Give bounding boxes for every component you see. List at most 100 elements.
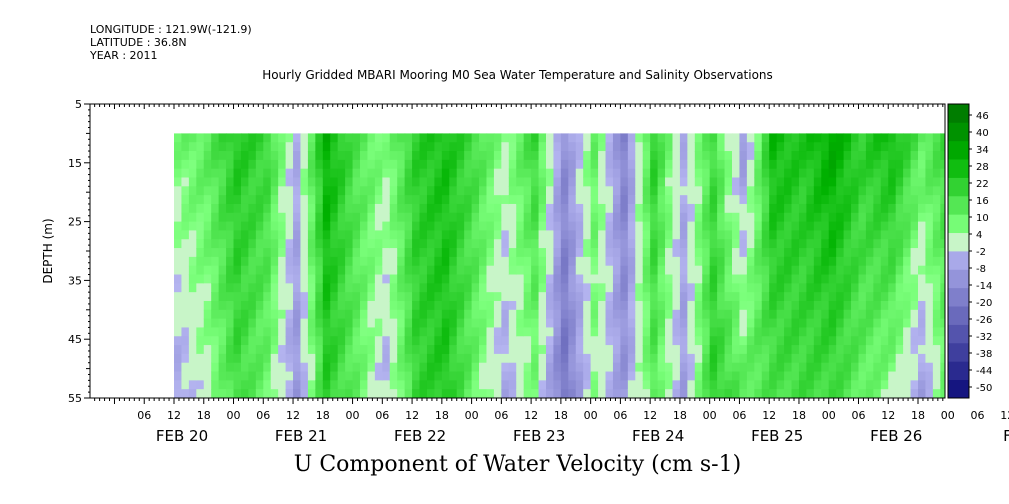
heatmap-cell (813, 362, 822, 373)
heatmap-cell (434, 389, 443, 398)
heatmap-cell (851, 283, 860, 293)
heatmap-cell (531, 292, 540, 302)
heatmap-cell (553, 203, 562, 214)
heatmap-cell (263, 371, 272, 381)
heatmap-cell (598, 336, 607, 346)
heatmap-cell (702, 133, 711, 143)
heatmap-cell (888, 186, 897, 196)
heatmap-cell (516, 265, 525, 276)
heatmap-cell (248, 142, 257, 152)
heatmap-cell (657, 221, 666, 232)
heatmap-cell (687, 389, 696, 398)
heatmap-cell (918, 133, 927, 143)
heatmap-cell (174, 353, 183, 364)
heatmap-cell (590, 159, 599, 170)
heatmap-cell (345, 177, 354, 187)
heatmap-cell (784, 362, 793, 373)
heatmap-cell (858, 318, 867, 329)
heatmap-cell (397, 389, 406, 398)
heatmap-cell (307, 133, 316, 143)
heatmap-cell (174, 221, 183, 232)
heatmap-cell (746, 142, 755, 152)
heatmap-cell (903, 300, 912, 311)
heatmap-cell (426, 309, 435, 320)
heatmap-cell (1000, 283, 1008, 292)
heatmap-cell (761, 142, 770, 152)
heatmap-cell (240, 221, 249, 232)
heatmap-cell (687, 195, 696, 205)
heatmap-cell (769, 327, 778, 337)
heatmap-cell (307, 195, 316, 205)
heatmap-cell (367, 292, 376, 302)
heatmap-cell (263, 292, 272, 302)
heatmap-cell (851, 300, 860, 311)
heatmap-cell (694, 362, 703, 373)
heatmap-cell (583, 389, 592, 398)
heatmap-cell (746, 389, 755, 398)
heatmap-cell (679, 195, 688, 205)
heatmap-cell (419, 292, 428, 302)
heatmap-cell (828, 345, 837, 355)
heatmap-cell (598, 230, 607, 240)
heatmap-cell (575, 309, 584, 320)
heatmap-cell (679, 256, 688, 267)
heatmap-cell (821, 327, 830, 337)
heatmap-cell (471, 345, 480, 355)
heatmap-cell (627, 380, 636, 390)
heatmap-cell (352, 221, 361, 232)
heatmap-cell (784, 159, 793, 170)
heatmap-cell (300, 142, 309, 152)
heatmap-cell (1000, 301, 1008, 310)
heatmap-cell (404, 309, 413, 320)
heatmap-cell (449, 212, 458, 223)
heatmap-cell (813, 239, 822, 249)
heatmap-cell (925, 327, 934, 337)
heatmap-cell (278, 292, 287, 302)
heatmap-cell (821, 353, 830, 364)
heatmap-cell (315, 195, 324, 205)
heatmap-cell (590, 380, 599, 390)
heatmap-cell (903, 203, 912, 214)
heatmap-cell (910, 380, 919, 390)
colorbar-swatch (948, 140, 969, 160)
colorbar-swatch (948, 287, 969, 307)
heatmap-cell (300, 239, 309, 249)
heatmap-cell (516, 248, 525, 258)
heatmap-cell (650, 274, 659, 284)
heatmap-cell (508, 309, 517, 320)
heatmap-cell (441, 256, 450, 267)
heatmap-cell (360, 239, 369, 249)
heatmap-cell (479, 309, 488, 320)
heatmap-cell (932, 353, 941, 364)
heatmap-cell (337, 300, 346, 311)
heatmap-cell (828, 309, 837, 320)
heatmap-cell (434, 248, 443, 258)
heatmap-cell (918, 186, 927, 196)
heatmap-cell (412, 133, 421, 143)
heatmap-cell (538, 151, 547, 161)
colorbar-swatch (948, 195, 969, 215)
heatmap-cell (419, 345, 428, 355)
heatmap-cell (627, 230, 636, 240)
heatmap-cell (791, 239, 800, 249)
heatmap-cell (456, 159, 465, 170)
heatmap-cell (568, 142, 577, 152)
heatmap-cell (761, 371, 770, 381)
x-hour-label: 12 (643, 409, 657, 422)
heatmap-cell (679, 142, 688, 152)
heatmap-cell (531, 380, 540, 390)
heatmap-cell (769, 309, 778, 320)
heatmap-cell (218, 265, 227, 276)
heatmap-cell (263, 353, 272, 364)
heatmap-cell (813, 168, 822, 179)
heatmap-cell (836, 151, 845, 161)
heatmap-cell (858, 345, 867, 355)
heatmap-cell (501, 195, 510, 205)
heatmap-cell (426, 168, 435, 179)
heatmap-cell (739, 380, 748, 390)
heatmap-cell (776, 362, 785, 373)
heatmap-cell (404, 142, 413, 152)
heatmap-cell (836, 362, 845, 373)
heatmap-cell (590, 318, 599, 329)
heatmap-cell (784, 300, 793, 311)
